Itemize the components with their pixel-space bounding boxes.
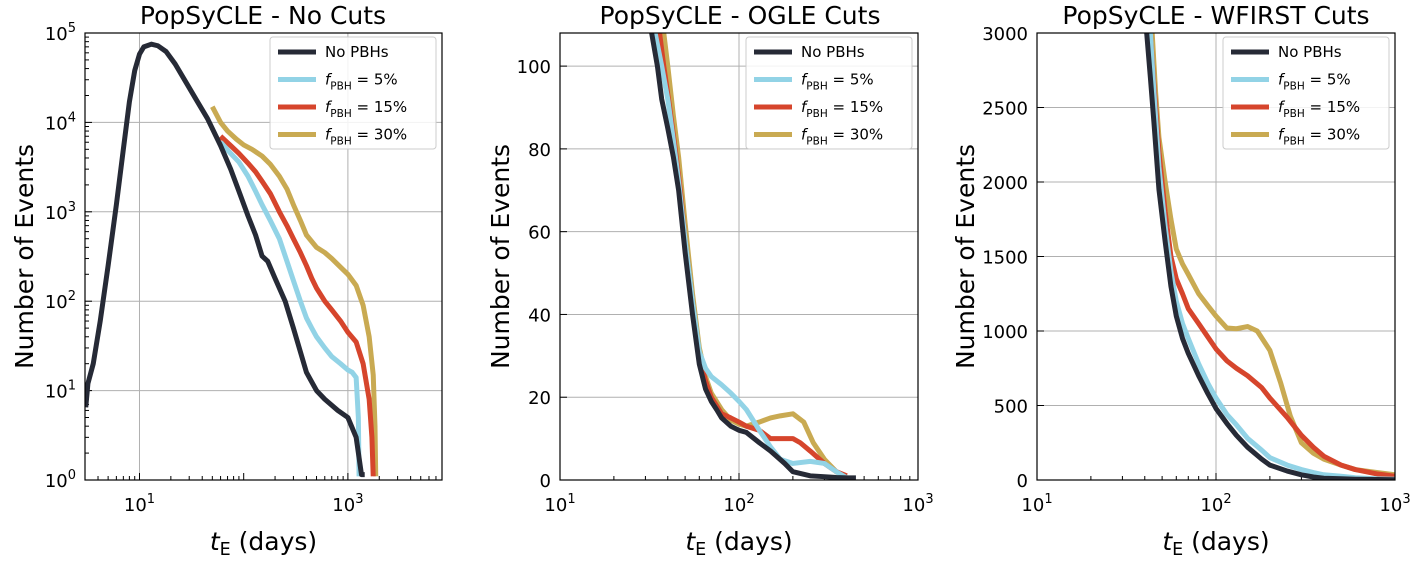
legend: No PBHs fPBH = 5% fPBH = 15% fPBH = 30%: [1222, 36, 1390, 150]
series-line-no_pbh: [85, 41, 365, 478]
legend-box: [1222, 36, 1390, 150]
series-line-pbh30: [1149, 33, 1395, 478]
legend-entry-label: fPBH = 5%: [801, 71, 874, 93]
legend: No PBHs fPBH = 5% fPBH = 15% fPBH = 30%: [745, 36, 913, 150]
y-tick-label: 101: [45, 379, 76, 403]
y-tick-label: 100: [517, 57, 551, 78]
y-tick-label: 102: [45, 289, 76, 313]
y-tick-label: 0: [1017, 471, 1028, 492]
x-tick-label: 103: [332, 492, 363, 516]
x-tick-label: 101: [544, 492, 575, 516]
legend-entry-label: fPBH = 5%: [1278, 71, 1351, 93]
legend-entry-label: No PBHs: [325, 43, 389, 61]
y-tick-label: 2000: [982, 173, 1028, 194]
legend-entry-label: fPBH = 15%: [325, 98, 407, 120]
series-group: [85, 41, 379, 478]
chart-panel-3: 101 102 103 0 500 1000 1500 2000 2500 3000 PopSyCL…: [951, 1, 1411, 560]
y-tick-label: 500: [994, 397, 1028, 418]
y-tick-label: 1500: [982, 248, 1028, 269]
y-tick-label: 60: [528, 223, 551, 244]
legend-entry-label: fPBH = 15%: [1278, 98, 1360, 120]
y-tick-label: 103: [45, 200, 76, 224]
legend-entry-label: No PBHs: [801, 43, 865, 61]
x-axis-label: tE (days): [210, 527, 317, 560]
legend-box: [745, 36, 913, 150]
x-tick-label: 101: [1021, 492, 1052, 516]
axes-frame: [559, 32, 919, 481]
y-tick-label: 20: [528, 388, 551, 409]
legend-entry-label: fPBH = 30%: [325, 126, 407, 148]
legend-entry-label: fPBH = 15%: [801, 98, 883, 120]
x-tick-label: 102: [723, 492, 754, 516]
series-group: [1144, 33, 1395, 480]
y-axis-label: Number of Events: [951, 144, 980, 369]
chart-title: PopSyCLE - OGLE Cuts: [600, 1, 881, 30]
y-axis-label: Number of Events: [486, 144, 515, 369]
series-line-no_pbh: [649, 33, 856, 480]
y-tick-label: 2500: [982, 99, 1028, 120]
y-tick-label: 3000: [982, 24, 1028, 45]
x-tick-label: 102: [1200, 492, 1231, 516]
series-line-no_pbh: [1144, 33, 1395, 480]
legend-entry-label: fPBH = 30%: [1278, 126, 1360, 148]
axes-frame: [1036, 32, 1396, 481]
chart-title: PopSyCLE - WFIRST Cuts: [1062, 1, 1369, 30]
series-line-pbh15: [218, 134, 376, 477]
x-axis-label: tE (days): [1162, 527, 1269, 560]
y-tick-label: 40: [528, 305, 551, 326]
legend-entry-label: fPBH = 30%: [801, 126, 883, 148]
chart-title: PopSyCLE - No Cuts: [140, 1, 386, 30]
x-axis-label: tE (days): [685, 527, 792, 560]
axes-frame: [84, 32, 443, 481]
chart-panel-2: 101 102 103 0 20 40 60 80 100 PopSyCLE - OGLE Cut…: [486, 1, 934, 560]
legend-box: [269, 36, 437, 150]
y-tick-label: 100: [45, 468, 76, 492]
x-tick-label: 103: [1379, 492, 1410, 516]
legend-entry-label: fPBH = 5%: [325, 71, 398, 93]
y-tick-label: 1000: [982, 322, 1028, 343]
y-tick-label: 80: [528, 140, 551, 161]
series-line-pbh5: [218, 140, 362, 477]
legend: No PBHs fPBH = 5% fPBH = 15% fPBH = 30%: [269, 36, 437, 150]
y-tick-label: 105: [45, 21, 76, 45]
y-axis-label: Number of Events: [10, 144, 39, 369]
series-line-pbh30: [210, 105, 379, 477]
series-group: [649, 33, 856, 480]
y-tick-label: 0: [540, 471, 551, 492]
y-tick-label: 104: [45, 110, 76, 134]
chart-panel-1: 101 103 100 101 102 103 104 105 PopSyCLE - No Cu…: [10, 1, 443, 560]
x-tick-label: 103: [902, 492, 933, 516]
x-tick-label: 101: [124, 492, 155, 516]
legend-entry-label: No PBHs: [1278, 43, 1342, 61]
